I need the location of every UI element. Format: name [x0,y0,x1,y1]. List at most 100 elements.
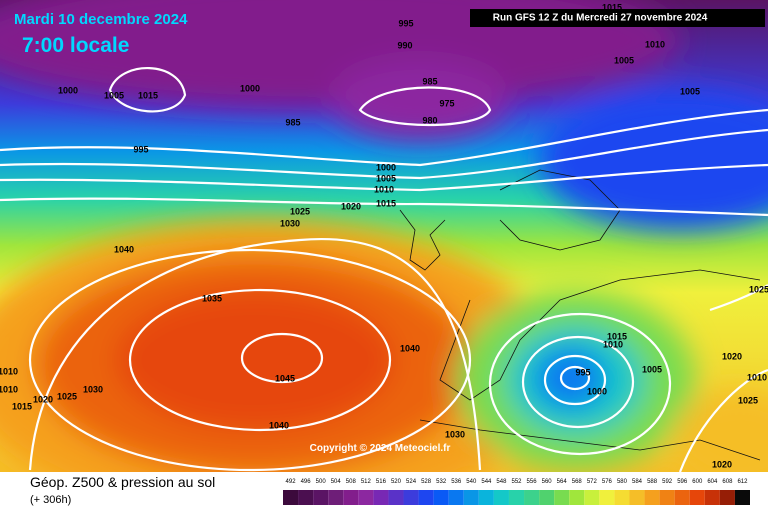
scale-swatch [463,490,479,505]
scale-label: 500 [316,479,327,485]
isobar-label: 980 [422,115,437,125]
scale-swatch [719,490,735,505]
scale-label: 540 [466,479,477,485]
scale-label: 516 [376,479,387,485]
scale-swatch [569,490,585,505]
scale-label: 592 [662,479,673,485]
scale-swatch [659,490,675,505]
scale-swatch [508,490,525,505]
lead-time: (+ 306h) [30,494,71,506]
isobar-label: 990 [397,40,412,50]
isobar-label: 1040 [269,420,289,430]
scale-swatch [373,490,389,505]
isobar-label: 1020 [722,351,742,361]
isobar-label: 1000 [587,386,607,396]
isobar-label: 1005 [680,86,700,96]
scale-label: 608 [722,479,733,485]
isobar-label: 1035 [202,293,222,303]
scale-swatch [493,490,509,505]
scale-label: 548 [496,479,507,485]
scale-swatch [478,490,494,505]
isobar-label: 1010 [0,366,18,376]
scale-label: 580 [617,479,628,485]
scale-label: 528 [421,479,432,485]
copyright: Copyright © 2024 Meteociel.fr [310,443,451,454]
scale-label: 588 [647,479,658,485]
scale-swatch [313,490,329,505]
isobars [0,67,768,473]
scale-label: 584 [632,479,643,485]
scale-swatch [614,490,630,505]
isobar-label: 1015 [12,401,32,411]
isobar-label: 1010 [747,372,767,382]
isobar-label: 1010 [374,184,394,194]
scale-label: 520 [391,479,402,485]
scale-label: 544 [481,479,492,485]
scale-label: 492 [286,479,297,485]
color-scale: 492 496 500 504 508 512 516 520 524 528 532 536 540 5… [283,479,750,505]
date: Mardi 10 decembre 2024 [14,11,188,28]
scale-label: 508 [346,479,357,485]
isobar-label: 1005 [104,90,124,100]
isobar-label: 1040 [114,244,134,254]
scale-label: 536 [451,479,462,485]
scale-label: 564 [557,479,568,485]
isobar-label: 1025 [738,395,758,405]
scale-swatch [403,490,419,505]
footer-title: Géop. Z500 & pression au sol [30,474,215,490]
scale-swatch [539,490,555,505]
run-box [470,9,765,27]
isobar-label: 1000 [376,162,396,172]
scale-label: 604 [707,479,718,485]
isobar-label: 1010 [645,39,665,49]
isobar-label: 995 [133,144,148,154]
scale-label: 556 [527,479,538,485]
isobar-label: 1030 [445,429,465,439]
scale-label: 552 [511,479,522,485]
scale-swatch [554,490,570,505]
isobar-label: 985 [422,76,437,86]
scale-swatch [734,490,750,505]
scale-label: 524 [406,479,417,485]
isobar-label: 1025 [749,284,768,294]
isobar-label: 1005 [614,55,634,65]
scale-swatch [283,490,299,505]
scale-swatch [644,490,660,505]
scale-swatch [343,490,359,505]
scale-swatch [524,490,540,505]
scale-swatch [358,490,374,505]
isobar-label: 1015 [376,198,396,208]
isobar-label: 1015 [138,90,158,100]
scale-swatch [328,490,344,505]
scale-label: 568 [572,479,583,485]
isobar-label: 1010 [603,339,623,349]
isobar-label: 1045 [275,373,295,383]
scale-label: 504 [331,479,342,485]
isobar-label: 1030 [280,218,300,228]
isobar-label: 1000 [58,85,78,95]
isobar-label: 1020 [712,459,732,469]
scale-label: 612 [737,479,748,485]
isobar-label: 1020 [341,201,361,211]
scale-label: 572 [587,479,598,485]
scale-label: 596 [677,479,688,485]
isobar-label: 1005 [376,173,396,183]
scale-label: 576 [602,479,613,485]
isobar-label: 1010 [0,384,18,394]
isobar-label: 1030 [83,384,103,394]
scale-label: 600 [692,479,703,485]
scale-swatch [418,490,434,505]
scale-swatch [704,490,720,505]
isobar-label: 1015 [602,2,622,12]
isobar-label: 1005 [642,364,662,374]
scale-swatch [448,490,464,505]
isobar-label: 995 [575,367,590,377]
scale-label: 496 [301,479,312,485]
scale-swatch [584,490,600,505]
scale-label: 560 [542,479,553,485]
time: 7:00 locale [22,34,129,57]
scale-swatch [298,490,314,505]
isobar-label: 975 [439,98,454,108]
